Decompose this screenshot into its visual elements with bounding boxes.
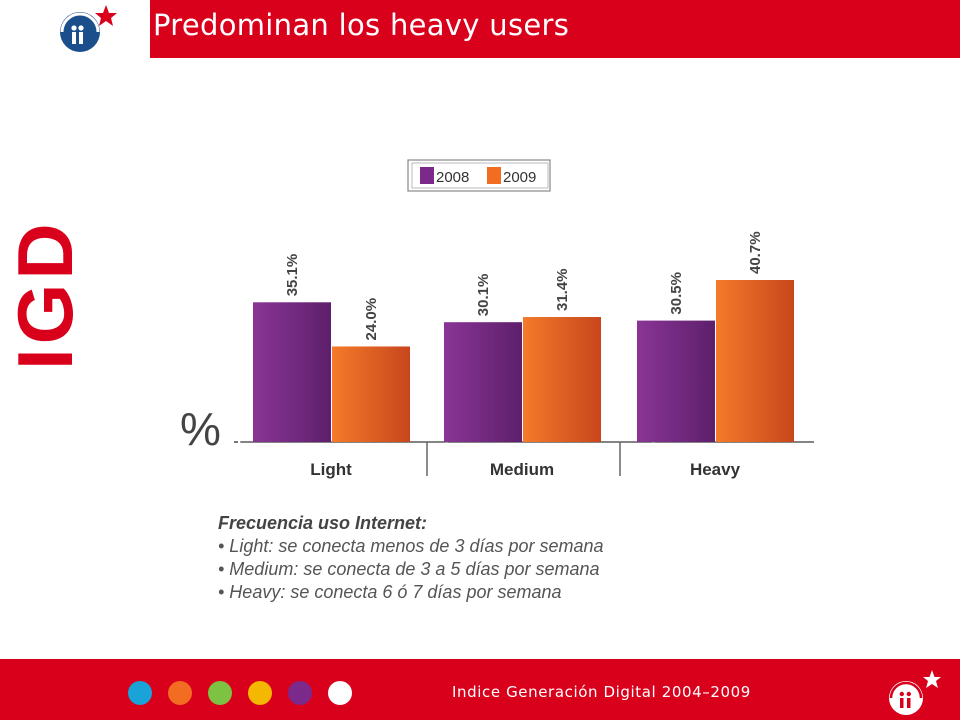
footer-bar: [0, 659, 960, 720]
igd-vertical-text: IGD: [1, 219, 89, 370]
bar-light-2008: [253, 302, 331, 442]
notes-item-medium: • Medium: se conecta de 3 a 5 días por s…: [218, 559, 600, 579]
data-label-light-2009: 24.0%: [363, 298, 380, 341]
footer-caption: Indice Generación Digital 2004–2009: [452, 683, 751, 701]
legend-swatch-2008: [420, 167, 434, 184]
legend-label-2009: 2009: [503, 169, 536, 186]
bars-layer: 35.1% 24.0% Light 30.1% 31.4% Medium 30.5% 40.7…: [253, 231, 794, 479]
notes-item-light: • Light: se conecta menos de 3 días por …: [218, 536, 604, 556]
igd-logo-footer-icon: [889, 670, 941, 715]
x-tick-label-medium: Medium: [490, 460, 554, 479]
footer-dot-orange: [168, 681, 192, 705]
notes-heading: Frecuencia uso Internet:: [218, 513, 428, 533]
chart-legend: 2008 2009: [407, 159, 551, 192]
page-title: Predominan los heavy users: [153, 8, 570, 42]
data-label-light-2008: 35.1%: [284, 254, 301, 297]
x-tick-label-light: Light: [310, 460, 352, 479]
legend-label-2008: 2008: [436, 169, 469, 186]
footer-dot-green: [208, 681, 232, 705]
x-tick-label-heavy: Heavy: [690, 460, 741, 479]
title-bar: [150, 0, 960, 58]
data-label-heavy-2008: 30.5%: [668, 272, 685, 315]
usage-notes: Frecuencia uso Internet: • Light: se con…: [218, 512, 604, 604]
data-label-medium-2008: 30.1%: [475, 274, 492, 317]
igd-logo-icon: [60, 5, 117, 52]
footer-dot-white: [328, 681, 352, 705]
bar-heavy-2008: [637, 320, 715, 442]
igd-vertical-brand: IGD: [1, 219, 89, 370]
bar-chart: 2008 2009 % 35.1% 24.0% Light 30.1% 31.4% Med…: [180, 159, 814, 479]
footer-dot-purple: [288, 681, 312, 705]
bar-light-2009: [332, 346, 410, 442]
bar-medium-2008: [444, 322, 522, 442]
footer-dot-yellow: [248, 681, 272, 705]
bar-medium-2009: [523, 317, 601, 442]
data-label-medium-2009: 31.4%: [554, 268, 571, 311]
notes-item-heavy: • Heavy: se conecta 6 ó 7 días por seman…: [218, 582, 562, 602]
data-label-heavy-2009: 40.7%: [747, 231, 764, 274]
footer-dot-blue: [128, 681, 152, 705]
y-axis-label: %: [180, 403, 221, 455]
bar-heavy-2009: [716, 280, 794, 442]
legend-swatch-2009: [487, 167, 501, 184]
